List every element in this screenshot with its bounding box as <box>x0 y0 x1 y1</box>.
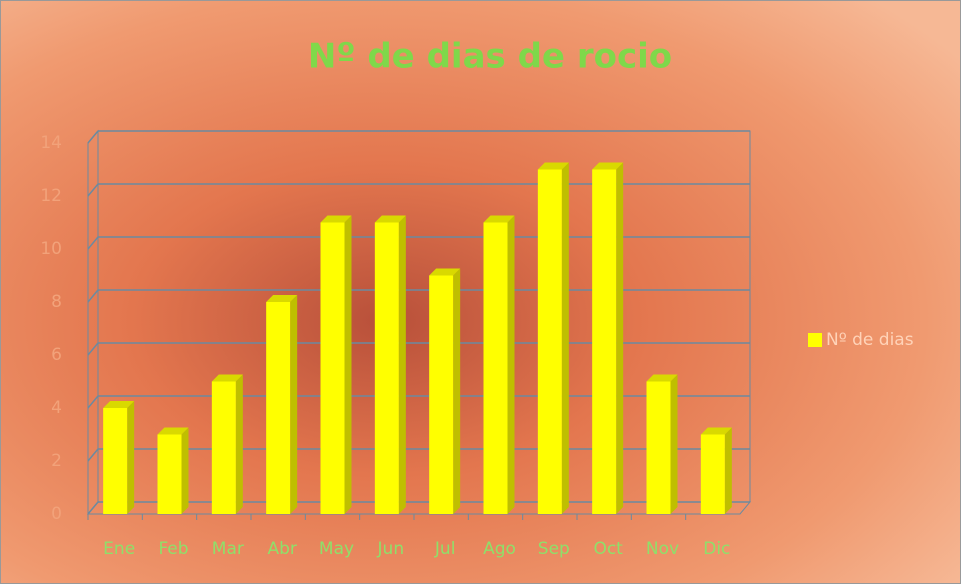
bar-top <box>211 374 243 382</box>
bar <box>157 434 182 514</box>
x-tick-label: Mar <box>212 539 244 559</box>
x-tick-label: Oct <box>593 539 623 559</box>
bar <box>592 169 617 514</box>
chart-title: Nº de dias de rocio <box>308 37 672 77</box>
x-tick-label: Feb <box>158 539 188 559</box>
y-tick-label: 6 <box>51 345 62 365</box>
bar-side <box>127 401 135 514</box>
grid-line-side <box>87 130 99 144</box>
bar-side <box>344 215 352 514</box>
bar-top <box>429 268 461 276</box>
bar-top <box>483 215 515 223</box>
y-tick-label: 8 <box>51 292 62 312</box>
bar <box>211 381 236 514</box>
y-tick-label: 10 <box>40 239 62 259</box>
x-tick-label: Jun <box>377 539 405 559</box>
bar-side <box>235 374 243 514</box>
bar-side <box>398 215 406 514</box>
bar-side <box>616 162 624 514</box>
bar <box>537 169 562 514</box>
bar-side <box>453 268 461 514</box>
bar <box>103 408 128 514</box>
bar <box>320 222 345 514</box>
bar-top <box>103 401 135 408</box>
x-tick-label: Nov <box>646 539 679 559</box>
y-tick-label: 12 <box>40 186 62 206</box>
bar-top <box>537 162 569 170</box>
bar-top <box>157 427 189 435</box>
bar-top <box>320 215 352 223</box>
grid-line-side <box>87 395 99 409</box>
x-tick-label: Jul <box>434 539 456 559</box>
y-tick-label: 0 <box>51 504 62 524</box>
x-tick-label: Ene <box>103 539 135 559</box>
bar-side <box>670 374 678 514</box>
x-tick-label: May <box>319 539 354 559</box>
bar <box>374 222 399 514</box>
legend-swatch <box>808 333 822 347</box>
bar-top <box>646 374 678 382</box>
bar <box>266 302 291 514</box>
bar-side <box>290 295 298 514</box>
y-tick-label: 2 <box>51 451 62 471</box>
bar-top <box>700 427 732 435</box>
bar-top <box>374 215 406 223</box>
grid-line-side <box>87 448 99 462</box>
grid-line-side <box>87 183 99 197</box>
legend-label: Nº de dias <box>826 330 914 350</box>
y-tick-label: 4 <box>51 398 62 418</box>
x-tick-label: Sep <box>538 539 570 559</box>
grid-line-side <box>87 289 99 303</box>
bar-top <box>266 295 298 302</box>
x-tick-label: Abr <box>267 539 296 559</box>
bar <box>700 434 725 514</box>
grid-line-side <box>87 501 99 515</box>
bar <box>646 381 671 514</box>
bar-side <box>724 427 732 514</box>
bar-side <box>561 162 569 514</box>
bar <box>483 222 508 514</box>
grid-line-side <box>87 342 99 356</box>
grid-line-side <box>87 236 99 250</box>
bar-side <box>181 427 189 514</box>
bar-side <box>507 215 515 514</box>
bar-top <box>592 162 624 170</box>
x-tick-label: Dic <box>703 539 730 559</box>
bar <box>429 275 454 514</box>
y-tick-label: 14 <box>40 133 62 153</box>
x-tick-label: Ago <box>483 539 516 559</box>
